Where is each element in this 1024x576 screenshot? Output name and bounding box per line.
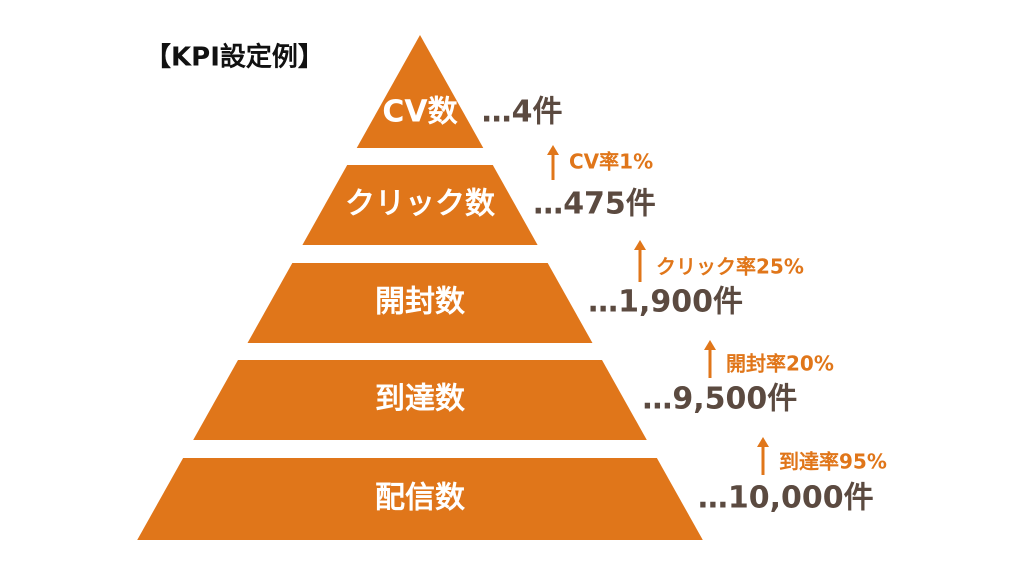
rate-label: 開封率20%: [726, 352, 834, 376]
level-label: CV数: [382, 95, 458, 130]
rate-arrowhead: [757, 437, 769, 447]
title: 【KPI設定例】: [145, 42, 324, 73]
pyramid-level: [356, 35, 484, 148]
pyramid-level: [247, 263, 593, 343]
level-label: クリック数: [345, 187, 496, 222]
level-value: …475件: [533, 187, 656, 222]
pyramid-level: [137, 458, 703, 540]
rate-label: CV率1%: [569, 150, 653, 174]
rate-arrowhead: [547, 145, 559, 155]
rate-label: 到達率95%: [779, 450, 887, 474]
level-value: …9,500件: [642, 382, 797, 417]
rate-arrowhead: [704, 340, 716, 350]
level-value: …1,900件: [588, 285, 743, 320]
level-label: 到達数: [375, 382, 466, 417]
level-label: 開封数: [375, 285, 466, 320]
level-label: 配信数: [375, 481, 466, 516]
rate-label: クリック率25%: [656, 255, 804, 279]
level-value: …4件: [482, 95, 563, 130]
pyramid-level: [302, 165, 538, 245]
pyramid-level: [193, 360, 647, 440]
rate-arrowhead: [634, 240, 646, 250]
level-value: …10,000件: [698, 481, 874, 516]
